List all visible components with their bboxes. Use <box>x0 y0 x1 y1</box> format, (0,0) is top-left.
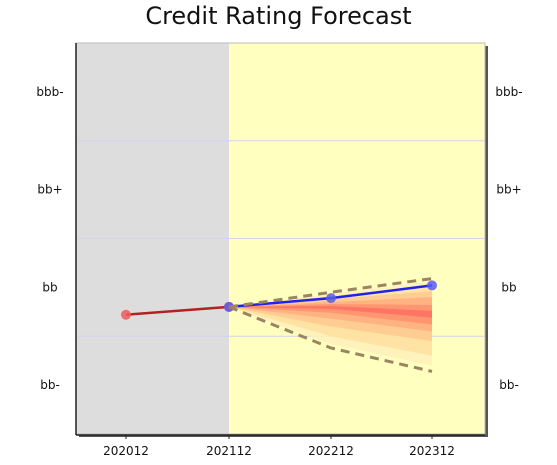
fan-band <box>229 305 432 318</box>
y-tick-label-left: bb+ <box>37 183 62 197</box>
x-tick-label: 202112 <box>206 444 252 458</box>
chart-title: Credit Rating Forecast <box>145 2 412 30</box>
y-tick-label-left: bb- <box>40 378 60 392</box>
x-tick-label: 202312 <box>409 444 455 458</box>
y-tick-label-left: bbb- <box>36 85 63 99</box>
historical-line <box>125 305 230 316</box>
x-tick-label: 202212 <box>308 444 354 458</box>
lower-bound-line <box>228 305 433 373</box>
historical-point <box>121 309 131 320</box>
y-tick-label-right: bb- <box>499 378 519 392</box>
upper-bound-line <box>228 277 433 309</box>
x-tick-label: 202012 <box>103 444 149 458</box>
y-tick-label-right: bbb- <box>495 85 522 99</box>
y-tick-label-right: bb+ <box>496 183 521 197</box>
y-tick-label-right: bb <box>501 280 516 294</box>
forecast-point <box>427 280 437 291</box>
y-tick-label-left: bb <box>42 280 57 294</box>
forecast-point <box>326 293 336 304</box>
